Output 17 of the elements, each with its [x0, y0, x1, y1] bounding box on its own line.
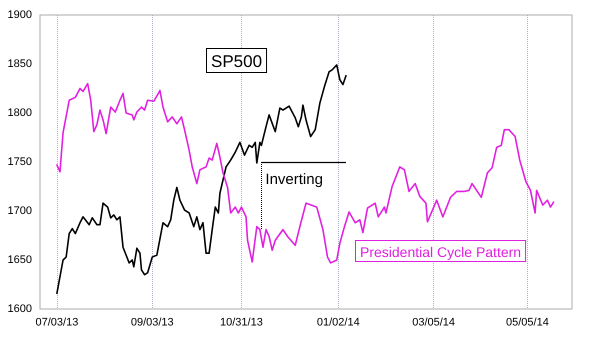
annotation: Inverting: [265, 171, 323, 188]
x-tick-label: 07/03/13: [36, 316, 78, 328]
x-tick-label: 10/31/13: [220, 316, 263, 328]
y-tick-label: 1800: [8, 107, 32, 119]
x-tick-label: 09/03/13: [130, 316, 174, 328]
line-series: [56, 82, 554, 264]
y-tick-label: 1600: [8, 303, 32, 315]
y-tick-label: 1900: [8, 9, 32, 21]
series-label: Presidential Cycle Pattern: [360, 244, 522, 260]
y-tick-label: 1650: [8, 254, 32, 266]
x-tick-label: 05/05/14: [506, 316, 549, 328]
y-tick-label: 1700: [8, 205, 32, 217]
text: SP500: [211, 52, 262, 71]
y-tick-label: 1850: [8, 58, 32, 70]
x-tick-label: 03/05/14: [412, 316, 456, 328]
y-tick-label: 1750: [8, 156, 32, 168]
x-tick-label: 01/02/14: [316, 316, 360, 328]
